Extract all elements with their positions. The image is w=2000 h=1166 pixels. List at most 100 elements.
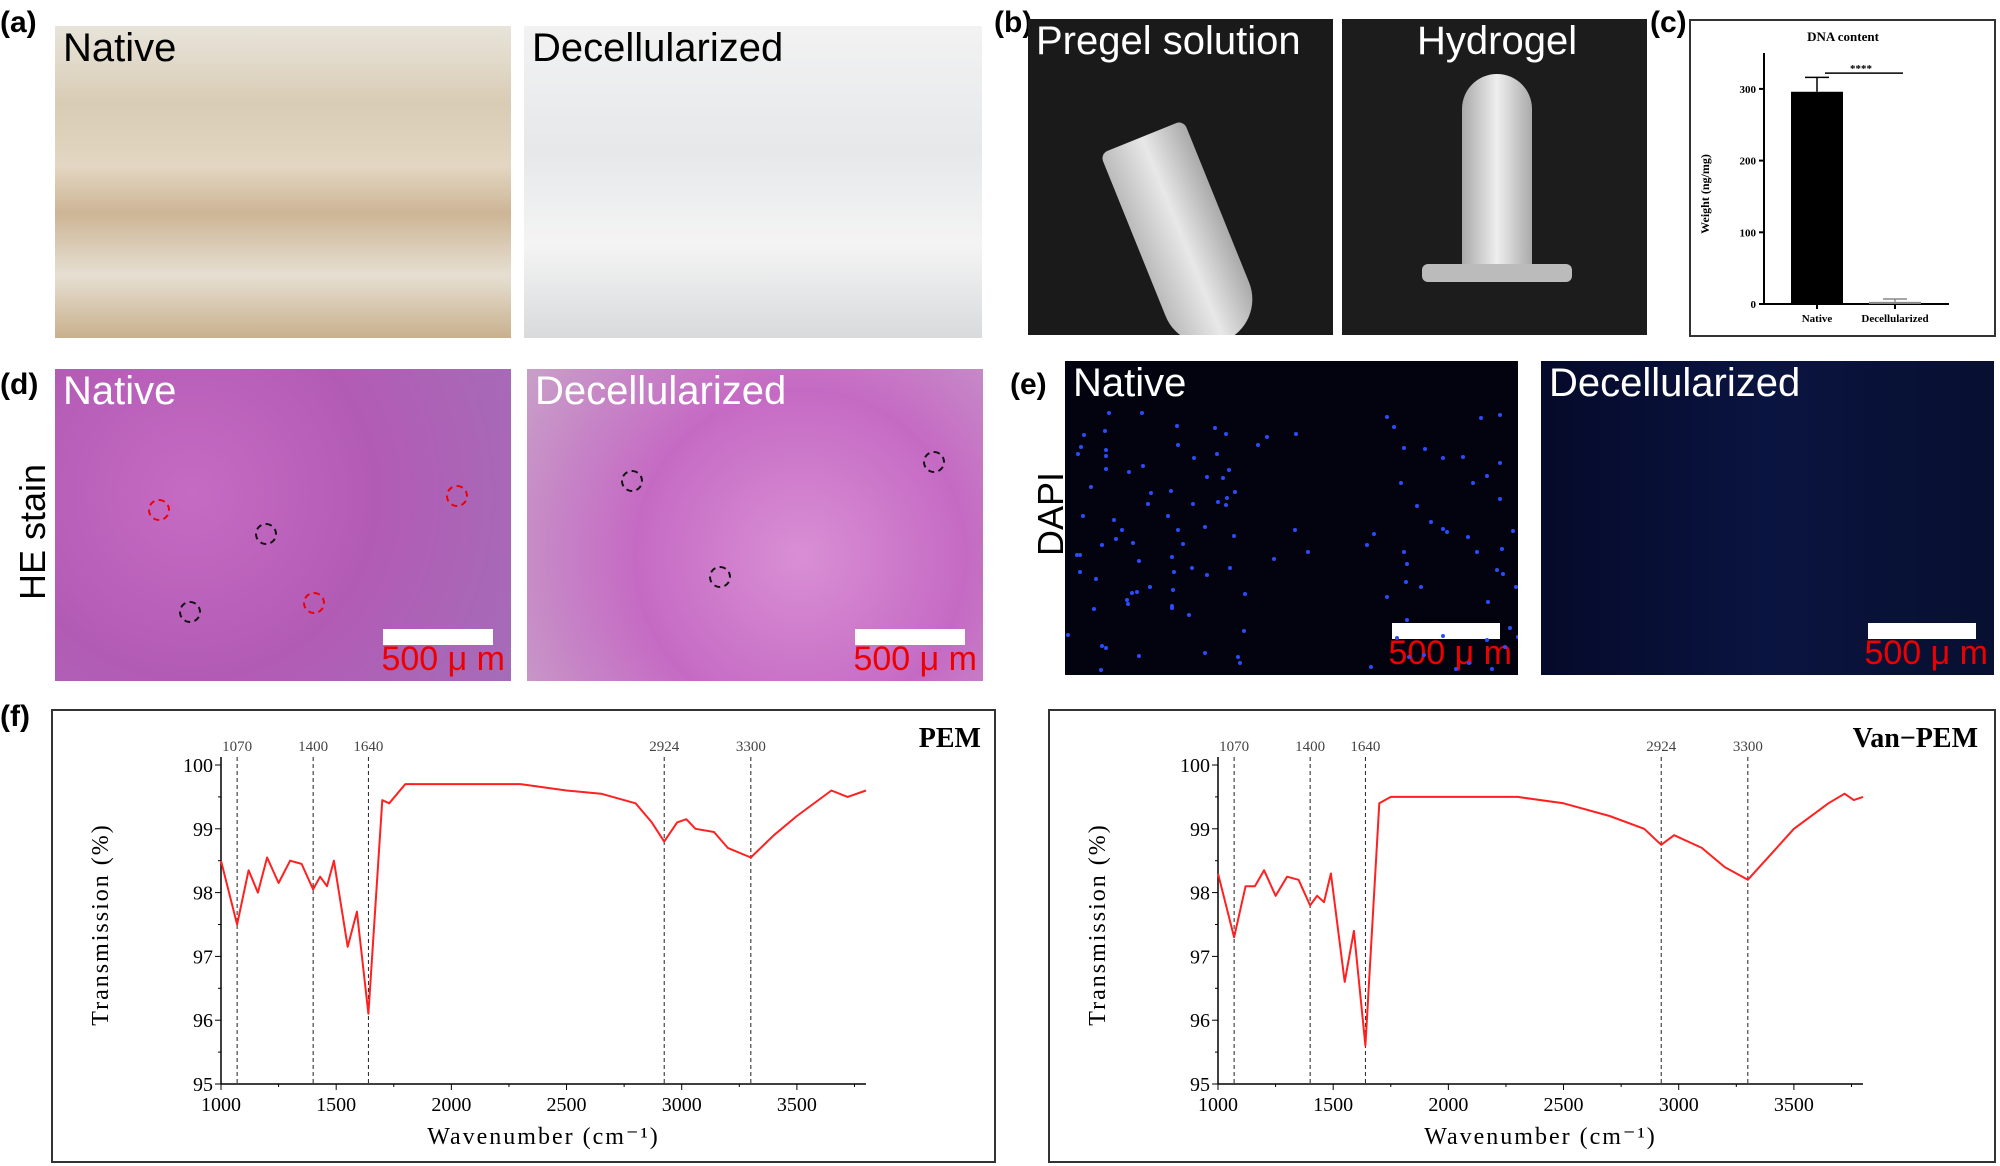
- peak-marker-label: 3300: [736, 739, 766, 755]
- nucleus-dot: [1214, 451, 1219, 456]
- nucleus-dot: [1418, 584, 1423, 589]
- y-tick-label: 100: [1180, 755, 1210, 777]
- pregel-solution-photo: Pregel solution: [1028, 19, 1333, 335]
- nucleus-dot: [1074, 552, 1079, 557]
- nucleus-dot: [1066, 633, 1071, 638]
- decellularized-tissue-photo: Decellularized: [524, 26, 982, 338]
- nucleus-dot: [1145, 501, 1150, 506]
- van-pem-ftir-chart: 95 96 97 98 99 100 1000 1500 2000 2500 3000 3500 107…: [1048, 709, 1996, 1163]
- nucleus-dot: [1112, 517, 1117, 522]
- native-title: Native: [63, 26, 177, 70]
- y-tick-label: 99: [1190, 819, 1210, 841]
- panel-d-label: (d): [0, 368, 39, 401]
- nucleus-dot: [1423, 447, 1428, 452]
- nucleus-dot: [1205, 573, 1210, 578]
- nucleus-dot: [1099, 667, 1104, 672]
- nucleus-dot: [1421, 652, 1426, 657]
- y-tick-label: 95: [193, 1074, 213, 1096]
- nucleus-dot: [1465, 535, 1470, 540]
- he-stain-label: HE stain: [12, 463, 53, 600]
- nucleus-dot: [1093, 577, 1098, 582]
- nucleus-dot: [1364, 542, 1369, 547]
- nucleus-dot: [1103, 454, 1108, 459]
- nucleus-dot: [1149, 491, 1154, 496]
- nucleus-dot: [1171, 570, 1176, 575]
- x-tick-label: 3500: [1774, 1094, 1814, 1116]
- nucleus-dot: [1104, 466, 1108, 471]
- y-tick-label: 98: [1190, 883, 1210, 905]
- y-axis-label: Transmission (%): [88, 823, 114, 1025]
- nucleus-dot: [1226, 467, 1231, 472]
- nucleus-dot: [1306, 550, 1311, 555]
- x-tick-label: 1500: [316, 1094, 356, 1116]
- nucleus-dot: [1236, 654, 1241, 659]
- nucleus-dot: [1139, 411, 1144, 416]
- nucleus-dot: [1486, 600, 1491, 605]
- nucleus-dot: [1405, 617, 1410, 622]
- x-tick-label: 2000: [1428, 1094, 1468, 1116]
- nucleus-dot: [1176, 443, 1181, 448]
- nucleus-dot: [1494, 568, 1499, 573]
- panel-e-label: (e): [1010, 368, 1047, 401]
- nucleus-dot: [1294, 431, 1299, 436]
- cell-marker-circle: [446, 485, 468, 507]
- nucleus-dot: [1395, 635, 1399, 640]
- nucleus-dot: [1175, 528, 1180, 532]
- nucleus-dot: [1102, 429, 1107, 434]
- pregel-title: Pregel solution: [1036, 19, 1301, 63]
- nucleus-dot: [1444, 529, 1449, 534]
- peak-marker-label: 1640: [353, 739, 383, 755]
- nucleus-dot: [1076, 451, 1081, 456]
- y-tick-label: 0: [1751, 299, 1757, 311]
- nucleus-dot: [1498, 412, 1503, 417]
- nucleus-dot: [1428, 519, 1433, 524]
- cell-marker-circle: [923, 451, 945, 473]
- nucleus-dot: [1181, 542, 1186, 547]
- chart-title: DNA content: [1807, 29, 1880, 44]
- x-tick-label: 3000: [662, 1094, 702, 1116]
- nucleus-dot: [1192, 455, 1197, 460]
- y-axis-label: Weight (ng/mg): [1698, 154, 1712, 234]
- y-axis-label: Transmission (%): [1085, 823, 1111, 1025]
- nucleus-dot: [1224, 495, 1229, 500]
- nucleus-dot: [1490, 667, 1495, 672]
- nucleus-dot: [1126, 470, 1131, 475]
- nucleus-dot: [1190, 565, 1195, 570]
- nucleus-dot: [1255, 442, 1260, 447]
- nucleus-dot: [1114, 537, 1119, 542]
- nucleus-dot: [1238, 660, 1243, 665]
- y-tick-label: 97: [1190, 946, 1210, 968]
- nucleus-dot: [1081, 432, 1086, 437]
- nucleus-dot: [1499, 546, 1504, 551]
- native-tissue-photo: Native: [55, 26, 511, 338]
- spectrum-line: [1217, 792, 1864, 1047]
- cell-marker-circle: [621, 470, 643, 492]
- y-tick-label: 97: [193, 946, 213, 968]
- nucleus-dot: [1088, 484, 1093, 489]
- x-tick-label: 2500: [1544, 1094, 1584, 1116]
- nucleus-dot: [1223, 432, 1228, 437]
- nucleus-dot: [1232, 489, 1237, 494]
- peak-marker-label: 3300: [1733, 739, 1763, 755]
- y-tick-label: 100: [1740, 227, 1757, 239]
- nucleus-dot: [1169, 604, 1174, 609]
- peak-marker-label: 1400: [1295, 739, 1325, 755]
- panel-a-label: (a): [0, 6, 37, 39]
- bar: [1869, 301, 1921, 304]
- nucleus-dot: [1497, 496, 1502, 501]
- dapi-decellularized-image: Decellularized 500 μ m: [1541, 361, 1994, 675]
- cell-marker-circle: [303, 592, 325, 614]
- nucleus-dot: [1078, 552, 1083, 557]
- x-tick-label: 2500: [547, 1094, 587, 1116]
- nucleus-dot: [1136, 558, 1141, 563]
- nucleus-dot: [1224, 502, 1229, 507]
- nucleus-dot: [1415, 503, 1420, 508]
- scale-bar-label: 500 μ m: [1388, 634, 1512, 672]
- nucleus-dot: [1484, 474, 1489, 478]
- category-label: Native: [1802, 313, 1833, 325]
- chart-title: Van−PEM: [1853, 723, 1978, 754]
- nucleus-dot: [1391, 424, 1396, 429]
- nucleus-dot: [1169, 489, 1174, 494]
- y-tick-label: 100: [183, 755, 213, 777]
- he-decellularized-title: Decellularized: [535, 369, 787, 413]
